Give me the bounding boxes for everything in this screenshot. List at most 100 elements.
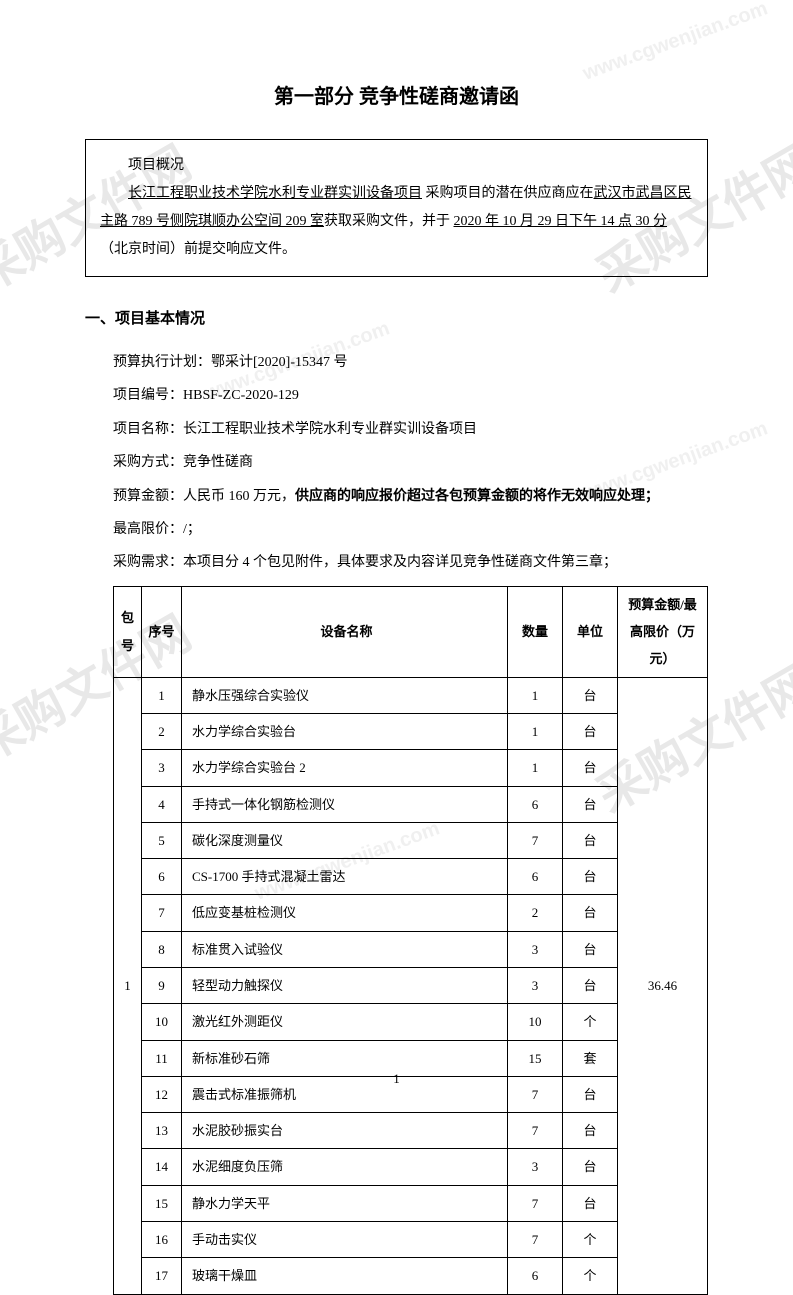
cell-seq: 16	[142, 1222, 182, 1258]
cell-qty: 1	[508, 750, 563, 786]
value: 鄂采计[2020]-15347 号	[211, 355, 348, 370]
cell-name: 手动击实仪	[182, 1222, 508, 1258]
cell-seq: 6	[142, 859, 182, 895]
watermark-url: www.cgwenjian.com	[580, 0, 771, 86]
cell-qty: 3	[508, 968, 563, 1004]
label: 最高限价：	[113, 522, 183, 537]
project-no-row: 项目编号：HBSF-ZC-2020-129	[113, 381, 708, 410]
cell-seq: 4	[142, 786, 182, 822]
th-budget: 预算金额/最高限价（万元）	[618, 586, 708, 677]
cell-qty: 6	[508, 859, 563, 895]
equipment-table: 包号 序号 设备名称 数量 单位 预算金额/最高限价（万元） 11静水压强综合实…	[113, 586, 708, 1295]
overview-text: 获取采购文件，并于	[324, 214, 454, 229]
cell-qty: 7	[508, 1076, 563, 1112]
cell-name: 玻璃干燥皿	[182, 1258, 508, 1294]
cell-name: 静水力学天平	[182, 1185, 508, 1221]
cell-unit: 套	[563, 1040, 618, 1076]
section-title: 一、项目基本情况	[85, 307, 708, 328]
cell-qty: 7	[508, 1185, 563, 1221]
cell-name: 激光红外测距仪	[182, 1004, 508, 1040]
cell-qty: 2	[508, 895, 563, 931]
value: /；	[183, 522, 201, 537]
cell-name: 轻型动力触探仪	[182, 968, 508, 1004]
overview-heading: 项目概况	[100, 152, 693, 180]
cell-seq: 9	[142, 968, 182, 1004]
cell-unit: 台	[563, 968, 618, 1004]
cell-seq: 10	[142, 1004, 182, 1040]
table-header-row: 包号 序号 设备名称 数量 单位 预算金额/最高限价（万元）	[114, 586, 708, 677]
th-seq: 序号	[142, 586, 182, 677]
cell-seq: 15	[142, 1185, 182, 1221]
label: 项目名称：	[113, 422, 183, 437]
cell-seq: 8	[142, 931, 182, 967]
cell-seq: 12	[142, 1076, 182, 1112]
cell-qty: 7	[508, 1222, 563, 1258]
cell-name: 静水压强综合实验仪	[182, 677, 508, 713]
cell-name: 新标准砂石筛	[182, 1040, 508, 1076]
cell-name: 低应变基桩检测仪	[182, 895, 508, 931]
cell-seq: 2	[142, 713, 182, 749]
cell-unit: 台	[563, 1185, 618, 1221]
table-row: 11静水压强综合实验仪1台36.46	[114, 677, 708, 713]
cell-qty: 10	[508, 1004, 563, 1040]
value: 人民币 160 万元，	[183, 489, 295, 504]
cell-seq: 7	[142, 895, 182, 931]
overview-box: 项目概况 长江工程职业技术学院水利专业群实训设备项目 采购项目的潜在供应商应在武…	[85, 139, 708, 277]
label: 项目编号：	[113, 388, 183, 403]
max-price-row: 最高限价：/；	[113, 515, 708, 544]
cell-name: 标准贯入试验仪	[182, 931, 508, 967]
value: 长江工程职业技术学院水利专业群实训设备项目	[183, 422, 477, 437]
cell-unit: 个	[563, 1258, 618, 1294]
cell-name: 水力学综合实验台	[182, 713, 508, 749]
cell-unit: 台	[563, 750, 618, 786]
demand-row: 采购需求：本项目分 4 个包见附件，具体要求及内容详见竞争性磋商文件第三章；	[113, 548, 708, 577]
date-underline: 2020 年 10 月 29 日下午 14 点 30 分	[454, 214, 668, 229]
cell-seq: 17	[142, 1258, 182, 1294]
cell-seq: 1	[142, 677, 182, 713]
cell-unit: 个	[563, 1004, 618, 1040]
cell-seq: 5	[142, 822, 182, 858]
method-row: 采购方式：竞争性磋商	[113, 448, 708, 477]
label: 预算金额：	[113, 489, 183, 504]
label: 采购需求：	[113, 555, 183, 570]
info-block: 预算执行计划：鄂采计[2020]-15347 号 项目编号：HBSF-ZC-20…	[85, 348, 708, 1295]
cell-unit: 台	[563, 1113, 618, 1149]
cell-unit: 台	[563, 786, 618, 822]
cell-qty: 7	[508, 1113, 563, 1149]
cell-seq: 14	[142, 1149, 182, 1185]
overview-text: 采购项目的潜在供应商应在	[422, 186, 594, 201]
cell-unit: 台	[563, 1149, 618, 1185]
label: 预算执行计划：	[113, 355, 211, 370]
page-title: 第一部分 竞争性磋商邀请函	[85, 80, 708, 109]
cell-unit: 台	[563, 931, 618, 967]
cell-seq: 13	[142, 1113, 182, 1149]
label: 采购方式：	[113, 455, 183, 470]
project-name-row: 项目名称：长江工程职业技术学院水利专业群实训设备项目	[113, 415, 708, 444]
cell-budget: 36.46	[618, 677, 708, 1294]
th-unit: 单位	[563, 586, 618, 677]
cell-unit: 台	[563, 895, 618, 931]
project-name-underline: 长江工程职业技术学院水利专业群实训设备项目	[128, 186, 422, 201]
value: 竞争性磋商	[183, 455, 253, 470]
cell-qty: 15	[508, 1040, 563, 1076]
cell-unit: 台	[563, 677, 618, 713]
value: 本项目分 4 个包见附件，具体要求及内容详见竞争性磋商文件第三章；	[183, 555, 617, 570]
cell-qty: 6	[508, 786, 563, 822]
budget-plan-row: 预算执行计划：鄂采计[2020]-15347 号	[113, 348, 708, 377]
cell-name: CS-1700 手持式混凝土雷达	[182, 859, 508, 895]
cell-name: 手持式一体化钢筋检测仪	[182, 786, 508, 822]
budget-row: 预算金额：人民币 160 万元，供应商的响应报价超过各包预算金额的将作无效响应处…	[113, 482, 708, 511]
overview-body: 长江工程职业技术学院水利专业群实训设备项目 采购项目的潜在供应商应在武汉市武昌区…	[100, 180, 693, 264]
cell-unit: 台	[563, 713, 618, 749]
cell-package: 1	[114, 677, 142, 1294]
cell-qty: 6	[508, 1258, 563, 1294]
cell-unit: 个	[563, 1222, 618, 1258]
cell-qty: 3	[508, 1149, 563, 1185]
value: HBSF-ZC-2020-129	[183, 388, 299, 403]
cell-seq: 11	[142, 1040, 182, 1076]
overview-text: （北京时间）前提交响应文件。	[100, 242, 296, 257]
cell-name: 碳化深度测量仪	[182, 822, 508, 858]
cell-name: 水力学综合实验台 2	[182, 750, 508, 786]
th-qty: 数量	[508, 586, 563, 677]
cell-unit: 台	[563, 822, 618, 858]
